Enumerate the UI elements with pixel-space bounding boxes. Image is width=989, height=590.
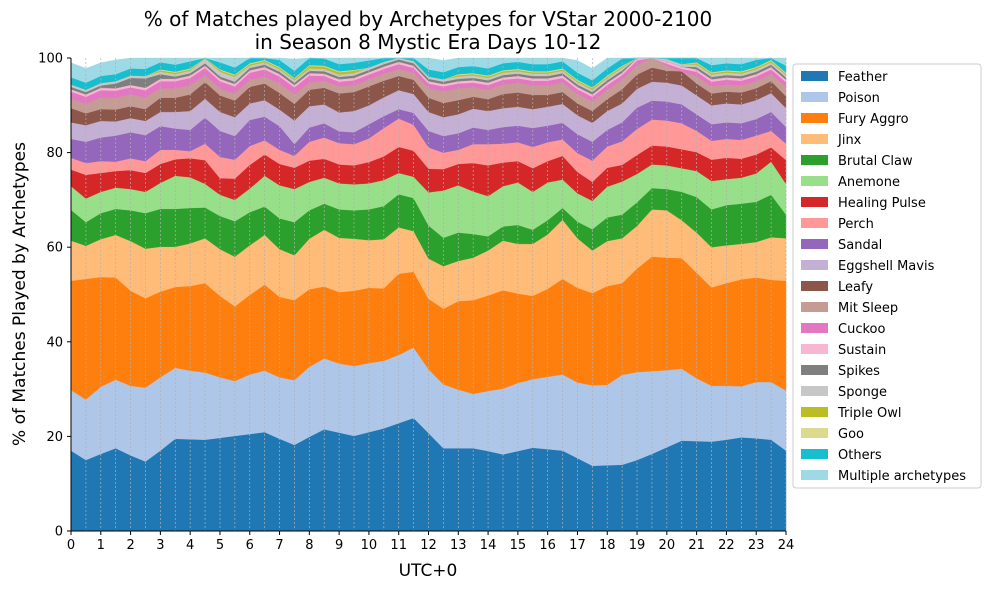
legend-swatch [801,197,828,207]
legend-label: Leafy [838,280,873,295]
legend-label: Jinx [837,133,862,148]
x-tick-label: 11 [390,538,407,553]
axes: 0 1 2 3 4 5 6 7 8 9 10 11 12 13 14 15 16 17 18 19 20 21 22 23 24… [38,52,794,554]
legend-swatch [801,386,828,396]
x-tick-label: 22 [718,538,735,553]
legend-label: Spikes [838,364,880,379]
legend-label: Multiple archetypes [838,469,966,484]
legend-swatch [801,239,828,249]
legend-label: Mit Sleep [838,301,898,316]
x-tick-label: 4 [186,538,194,553]
legend-swatch [801,428,828,438]
legend-label: Anemone [838,175,900,190]
legend-label: Goo [838,427,864,442]
x-tick-label: 9 [335,538,343,553]
x-tick-label: 16 [539,538,556,553]
legend-swatch [801,113,828,123]
x-tick-label: 21 [688,538,705,553]
x-tick-label: 2 [126,538,134,553]
y-tick-label: 40 [46,335,63,350]
y-tick-label: 0 [55,525,63,540]
legend-box [792,63,982,489]
legend-swatch [801,71,828,81]
x-tick-label: 12 [420,538,437,553]
legend-swatch [801,407,828,417]
legend-swatch [801,344,828,354]
legend-swatch [801,323,828,333]
legend-label: Sustain [838,343,886,358]
legend-label: Brutal Claw [838,154,913,169]
chart-title-line-1: % of Matches played by Archetypes for VS… [144,7,713,31]
x-tick-label: 24 [778,538,795,553]
legend-label: Triple Owl [837,406,901,421]
legend-swatch [801,470,828,480]
x-tick-label: 13 [450,538,467,553]
x-tick-label: 3 [156,538,164,553]
legend-label: Others [838,448,882,463]
x-tick-label: 18 [599,538,616,553]
legend-label: Healing Pulse [838,196,926,211]
legend-label: Poison [838,91,880,106]
legend: Feather Poison Fury Aggro Jinx Brutal Claw An… [792,63,982,489]
y-tick-label: 20 [46,430,63,445]
x-tick-label: 17 [569,538,586,553]
x-tick-label: 23 [748,538,765,553]
x-tick-label: 19 [629,538,646,553]
legend-swatch [801,260,828,270]
legend-swatch [801,134,828,144]
x-axis-label: UTC+0 [399,561,458,581]
legend-swatch [801,281,828,291]
legend-swatch [801,302,828,312]
legend-label: Sponge [838,385,887,400]
legend-label: Sandal [838,238,882,253]
legend-swatch [801,155,828,165]
legend-label: Eggshell Mavis [838,259,935,274]
x-tick-label: 8 [305,538,313,553]
x-tick-label: 15 [510,538,527,553]
y-tick-label: 100 [38,52,63,67]
chart-title-line-2: in Season 8 Mystic Era Days 10-12 [255,30,602,54]
y-tick-label: 80 [46,146,63,161]
x-tick-label: 7 [275,538,283,553]
legend-swatch [801,449,828,459]
legend-label: Cuckoo [838,322,885,337]
legend-label: Fury Aggro [838,112,909,127]
x-tick-label: 1 [97,538,105,553]
legend-label: Perch [838,217,874,232]
x-tick-label: 20 [659,538,676,553]
legend-swatch [801,218,828,228]
area-series-multiple-archetypes [70,57,787,83]
x-tick-label: 0 [67,538,75,553]
x-tick-label: 5 [216,538,224,553]
y-tick-label: 60 [46,241,63,256]
y-axis-label: % of Matches Played by Archetypes [10,142,30,446]
legend-label: Feather [838,70,888,85]
legend-swatch [801,176,828,186]
legend-swatch [801,365,828,375]
x-tick-label: 6 [246,538,254,553]
legend-swatch [801,92,828,102]
x-tick-label: 10 [361,538,378,553]
x-tick-label: 14 [480,538,497,553]
